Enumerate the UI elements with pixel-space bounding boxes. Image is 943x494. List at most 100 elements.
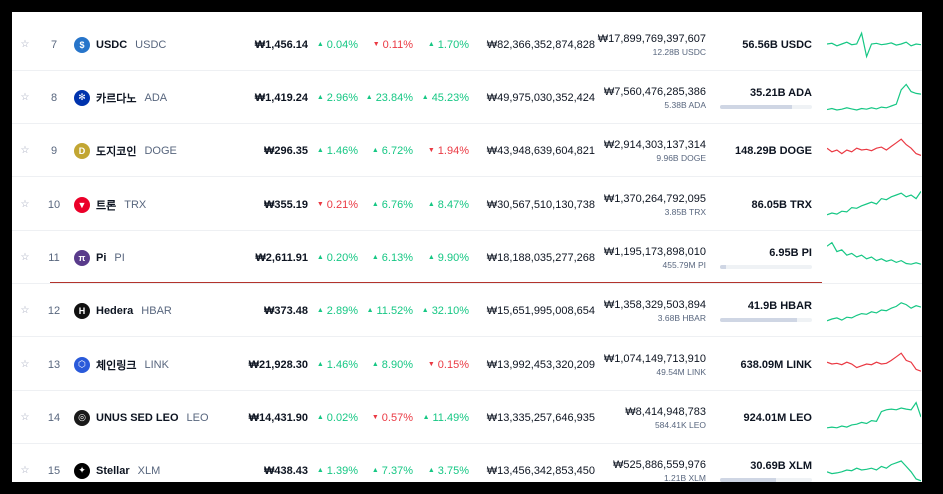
rank-number: 9 (50, 144, 58, 157)
change-1h: ▲ 0.04% (316, 38, 358, 51)
coin-name-cell[interactable]: π Pi PI (74, 231, 254, 284)
table-row[interactable]: ☆ 9 D 도지코인 DOGE ₩296.35 ▲ 1.46% ▲ 6.72% ▼ 1.94% ₩43,… (12, 124, 922, 177)
star-icon[interactable]: ☆ (20, 145, 30, 156)
tron-icon: ▼ (74, 196, 90, 213)
star-icon[interactable]: ☆ (20, 359, 30, 370)
supply-value: 35.21B ADA (750, 86, 812, 99)
volume-24h: ₩7,560,476,285,386 5.38B ADA (590, 71, 706, 124)
coin-name[interactable]: UNUS SED LEO (96, 411, 179, 424)
circulating-supply: 30.69B XLM (712, 444, 812, 482)
star-icon[interactable]: ☆ (20, 412, 30, 423)
change-7d: ▲ 3.75% (427, 464, 469, 477)
change-7d: ▲ 45.23% (421, 91, 469, 104)
up-arrow-icon: ▲ (421, 94, 429, 101)
up-arrow-icon: ▲ (316, 307, 324, 314)
market-cap: ₩82,366,352,874,828 (486, 38, 595, 51)
sparkline-7d[interactable] (827, 450, 921, 482)
volume-value[interactable]: ₩17,899,769,397,607 (597, 32, 706, 45)
supply-value: 56.56B USDC (742, 38, 812, 51)
coin-name[interactable]: Hedera (96, 304, 134, 317)
rank-number: 15 (47, 464, 61, 477)
volume-value[interactable]: ₩1,358,329,503,894 (603, 298, 706, 311)
volume-value[interactable]: ₩2,914,303,137,314 (603, 138, 706, 151)
table-row[interactable]: ☆ 10 ▼ 트론 TRX ₩355.19 ▼ 0.21% ▲ 6.76% ▲ 8.47% ₩30,56… (12, 178, 922, 231)
rank-number: 12 (47, 304, 61, 317)
table-row[interactable]: ☆ 13 ⬡ 체인링크 LINK ₩21,928.30 ▲ 1.46% ▲ 8.90% ▼ 0.15%… (12, 338, 922, 391)
star-icon[interactable]: ☆ (20, 92, 30, 103)
sparkline-7d[interactable] (827, 344, 921, 384)
coin-name[interactable]: 도지코인 (96, 145, 137, 158)
sparkline-7d[interactable] (827, 184, 921, 224)
down-arrow-icon: ▼ (371, 414, 379, 421)
table-row[interactable]: ☆ 15 ✦ Stellar XLM ₩438.43 ▲ 1.39% ▲ 7.37% ▲ 3.75% ₩… (12, 444, 922, 482)
up-arrow-icon: ▲ (316, 361, 324, 368)
sparkline-path (827, 83, 921, 111)
price: ₩296.35 (263, 144, 308, 157)
table-row[interactable]: ☆ 12 H Hedera HBAR ₩373.48 ▲ 2.89% ▲ 11.52% ▲ 32.10… (12, 284, 922, 337)
sparkline-7d[interactable] (827, 24, 921, 64)
star-icon[interactable]: ☆ (20, 39, 30, 50)
supply-progress-bar (720, 104, 812, 109)
sparkline-7d[interactable] (827, 237, 921, 277)
volume-value[interactable]: ₩8,414,948,783 (625, 405, 706, 418)
volume-value[interactable]: ₩525,886,559,976 (613, 458, 706, 471)
volume-24h: ₩1,358,329,503,894 3.68B HBAR (590, 284, 706, 337)
up-arrow-icon: ▲ (371, 147, 379, 154)
coin-name-cell[interactable]: ▼ 트론 TRX (74, 178, 254, 231)
volume-in-coin: 584.41K LEO (654, 419, 706, 430)
volume-24h: ₩525,886,559,976 1.21B XLM (590, 444, 706, 483)
star-icon[interactable]: ☆ (20, 252, 30, 263)
sparkline-7d[interactable] (827, 397, 921, 437)
coin-symbol: DOGE (144, 144, 177, 157)
star-icon[interactable]: ☆ (20, 199, 30, 210)
down-arrow-icon: ▼ (372, 41, 380, 48)
volume-value[interactable]: ₩7,560,476,285,386 (603, 85, 706, 98)
change-24h: ▼ 0.57% (371, 411, 413, 424)
supply-progress-bar (720, 317, 812, 322)
rank-number: 11 (48, 251, 60, 264)
table-row[interactable]: ☆ 11 π Pi PI ₩2,611.91 ▲ 0.20% ▲ 6.13% ▲ 9.90% ₩18,1… (12, 231, 922, 284)
volume-24h: ₩8,414,948,783 584.41K LEO (590, 391, 706, 444)
sparkline-7d[interactable] (827, 77, 921, 117)
coin-name-cell[interactable]: ✻ 카르다노 ADA (74, 71, 254, 124)
volume-value[interactable]: ₩1,195,173,898,010 (603, 245, 706, 258)
coin-name-cell[interactable]: H Hedera HBAR (74, 284, 254, 337)
circulating-supply: 86.05B TRX (712, 178, 812, 231)
sparkline-path (827, 352, 921, 372)
rank-number: 13 (47, 358, 61, 371)
sparkline-7d[interactable] (827, 290, 921, 330)
down-arrow-icon: ▼ (427, 147, 435, 154)
volume-24h: ₩17,899,769,397,607 12.28B USDC (590, 18, 706, 71)
star-icon[interactable]: ☆ (20, 465, 30, 476)
volume-in-coin: 3.68B HBAR (657, 312, 706, 323)
change-24h: ▼ 0.11% (372, 38, 413, 51)
coin-name[interactable]: Pi (96, 251, 107, 264)
coin-name-cell[interactable]: $ USDC USDC (74, 18, 254, 71)
change-1h: ▲ 2.89% (316, 304, 358, 317)
table-row[interactable]: ☆ 7 $ USDC USDC ₩1,456.14 ▲ 0.04% ▼ 0.11% ▲ 1.70% ₩8… (12, 18, 922, 71)
star-icon[interactable]: ☆ (20, 305, 30, 316)
volume-value[interactable]: ₩1,074,149,713,910 (603, 352, 706, 365)
table-row[interactable]: ☆ 14 ◎ UNUS SED LEO LEO ₩14,431.90 ▲ 0.02% ▼ 0.57… (12, 391, 922, 444)
volume-in-coin: 49.54M LINK (656, 366, 706, 377)
volume-in-coin: 5.38B ADA (664, 99, 706, 110)
table-row[interactable]: ☆ 8 ✻ 카르다노 ADA ₩1,419.24 ▲ 2.96% ▲ 23.84% ▲ 45.23% ₩… (12, 71, 922, 124)
coin-name[interactable]: 카르다노 (96, 92, 137, 105)
coin-name-cell[interactable]: ✦ Stellar XLM (74, 444, 254, 482)
circulating-supply: 41.9B HBAR (712, 284, 812, 337)
coin-name[interactable]: 트론 (96, 199, 117, 212)
coin-name[interactable]: 체인링크 (96, 359, 137, 372)
supply-progress-fill (720, 104, 792, 109)
coin-name-cell[interactable]: ⬡ 체인링크 LINK (74, 338, 254, 391)
volume-value[interactable]: ₩1,370,264,792,095 (603, 192, 706, 205)
coin-name-cell[interactable]: D 도지코인 DOGE (74, 124, 254, 177)
change-24h: ▲ 23.84% (365, 91, 413, 104)
coin-name[interactable]: USDC (96, 38, 128, 51)
sparkline-7d[interactable] (827, 130, 921, 170)
up-arrow-icon: ▲ (371, 254, 379, 261)
market-cap: ₩15,651,995,008,654 (486, 304, 595, 317)
change-7d: ▲ 8.47% (427, 198, 469, 211)
coin-symbol: USDC (135, 38, 167, 51)
coin-name[interactable]: Stellar (96, 464, 130, 477)
coin-name-cell[interactable]: ◎ UNUS SED LEO LEO (74, 391, 254, 444)
